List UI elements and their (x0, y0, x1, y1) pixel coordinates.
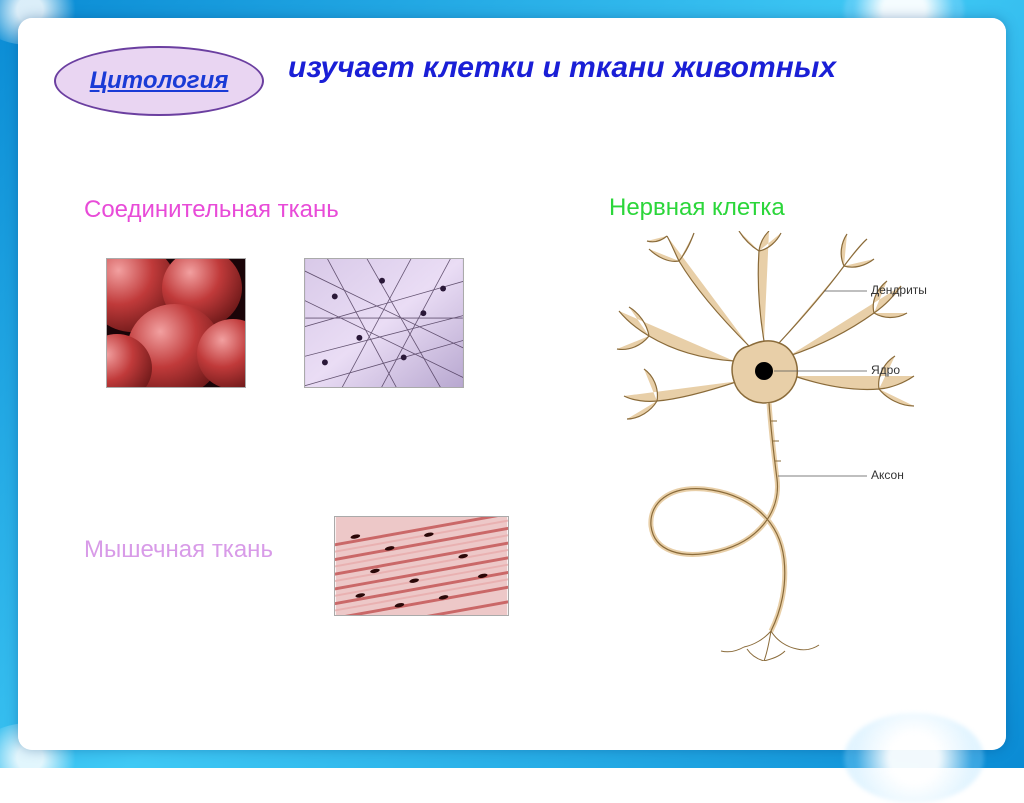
blood-cells-image (106, 258, 246, 388)
connective-tissue-label: Соединительная ткань (84, 196, 339, 224)
fibrous-tissue-image (304, 258, 464, 388)
muscle-tissue-image (334, 516, 509, 616)
neuron-dendrites-label: Дендриты (871, 283, 927, 297)
title-row: Цитология изучает клетки и ткани животны… (54, 46, 970, 116)
topic-badge: Цитология (54, 46, 264, 116)
neuron-axon-label: Аксон (871, 468, 904, 482)
content-area: Соединительная ткань Нервная клетка Мыше… (54, 116, 970, 702)
neuron-nucleus-label: Ядро (871, 363, 900, 377)
slide-body: Цитология изучает клетки и ткани животны… (18, 18, 1006, 750)
nerve-cell-label: Нервная клетка (609, 194, 785, 222)
topic-badge-label: Цитология (90, 67, 229, 95)
slide-heading: изучает клетки и ткани животных (288, 46, 836, 87)
muscle-tissue-label: Мышечная ткань (84, 536, 273, 564)
neuron-diagram: Дендриты Ядро Аксон (609, 231, 939, 661)
slide-frame: Цитология изучает клетки и ткани животны… (0, 0, 1024, 768)
